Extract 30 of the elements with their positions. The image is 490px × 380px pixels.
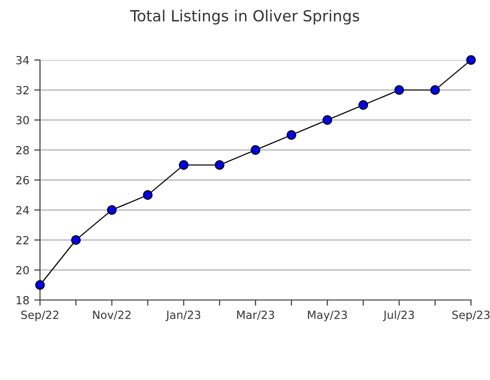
point — [106, 205, 117, 215]
y-tick-label: 28 — [16, 146, 29, 154]
point — [250, 145, 260, 155]
point — [466, 55, 476, 65]
point — [214, 160, 224, 170]
y-tick-label: 26 — [16, 176, 29, 184]
chart-title: Total Listings in Oliver Springs — [130, 10, 360, 24]
point — [178, 160, 189, 170]
x-tick-label: Mar/23 — [237, 310, 274, 320]
y-tick-label: 24 — [16, 206, 29, 214]
x-tick-label: Jul/23 — [382, 310, 414, 322]
y-tick-label: 18 — [16, 296, 29, 304]
point — [322, 115, 332, 125]
point — [430, 85, 440, 95]
y-tick-label: 32 — [16, 86, 28, 94]
y-tick-label: 34 — [16, 56, 29, 64]
x-tick-label: Nov/22 — [93, 310, 131, 320]
point — [35, 280, 45, 290]
y-tick-label: 22 — [16, 236, 28, 244]
x-tick-label: Sep/22 — [21, 310, 58, 322]
point — [358, 100, 368, 110]
point — [142, 190, 153, 200]
y-tick-label: 30 — [16, 116, 29, 124]
point — [71, 235, 81, 245]
y-tick-label: 20 — [16, 266, 29, 274]
x-tick-label: Sep/23 — [452, 310, 490, 322]
point — [286, 130, 296, 140]
x-tick-label: Jan/23 — [166, 310, 200, 322]
x-tick-label: May/23 — [308, 310, 347, 322]
point — [394, 85, 404, 95]
